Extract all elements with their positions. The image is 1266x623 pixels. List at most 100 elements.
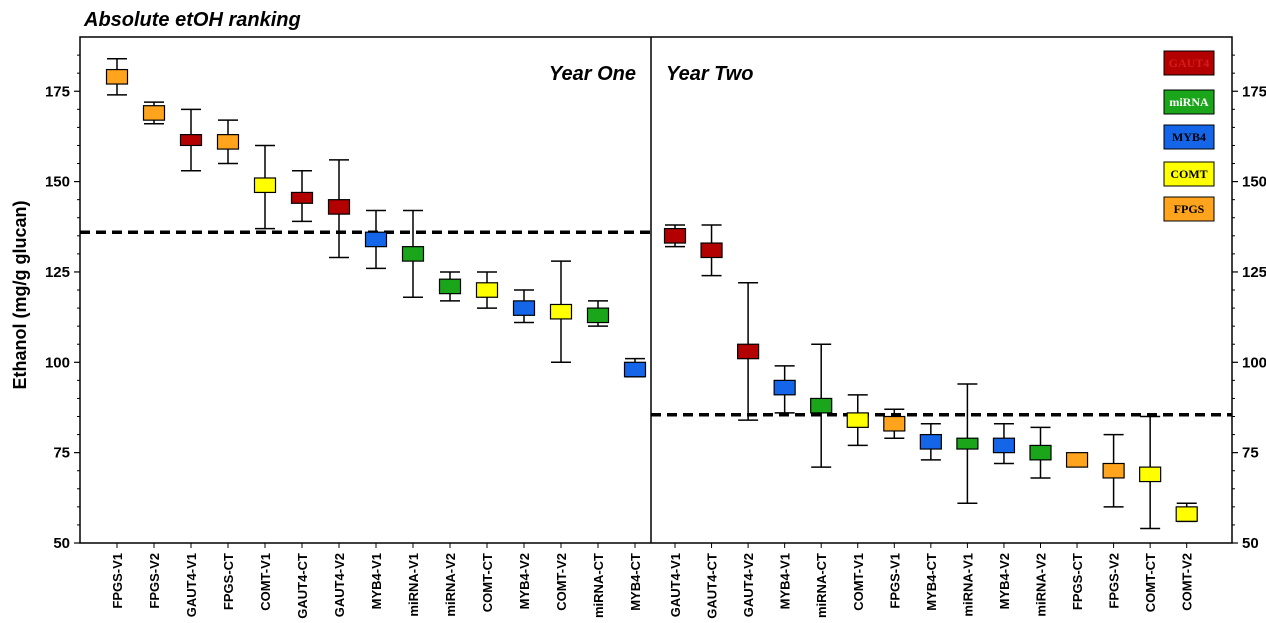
y-tick-label-right: 125: [1242, 264, 1266, 281]
legend-item-myb4: MYB4: [1163, 124, 1215, 150]
box-fpgs-v2: [142, 101, 166, 125]
box-body: [846, 412, 869, 428]
legend: GAUT4 miRNA MYB4 COMT FPGS: [1163, 50, 1215, 222]
x-tick-label: MYB4-V2: [517, 553, 532, 609]
box-body: [290, 191, 314, 204]
box-myb4-ct: [919, 422, 942, 461]
box-body: [142, 105, 166, 121]
x-tick-label: FPGS-V2: [1107, 553, 1122, 609]
box-gaut4-ct: [700, 224, 723, 277]
box-body: [700, 242, 723, 259]
legend-item-gaut4: GAUT4: [1163, 50, 1215, 76]
box-gaut4-v1: [179, 108, 203, 172]
box-body: [475, 282, 499, 298]
box-body: [364, 231, 388, 248]
box-body: [956, 437, 979, 450]
x-tick-label: GAUT4-V1: [184, 553, 199, 617]
box-body: [1139, 466, 1162, 483]
box-comt-v1: [846, 394, 869, 447]
box-body: [883, 415, 906, 432]
x-tick-label: FPGS-CT: [221, 553, 236, 610]
box-body: [512, 300, 536, 316]
legend-label: MYB4: [1172, 130, 1206, 144]
y-tick-label-right: 175: [1242, 83, 1266, 100]
x-tick-label: MYB4-V2: [997, 553, 1012, 609]
y-tick-label-left: 175: [45, 83, 70, 100]
legend-item-comt: COMT: [1163, 161, 1215, 187]
box-fpgs-v1: [883, 408, 906, 439]
legend-swatch: [1163, 124, 1215, 150]
legend-swatch: [1163, 196, 1215, 222]
legend-swatch: [1163, 89, 1215, 115]
box-body: [549, 303, 573, 320]
box-body: [253, 177, 277, 194]
x-tick-label: miRNA-V2: [1034, 553, 1049, 617]
y-tick-label-left: 75: [53, 445, 70, 462]
box-body: [105, 68, 129, 85]
box-gaut4-v1: [663, 224, 687, 248]
y-tick-label-left: 125: [45, 264, 70, 281]
x-tick-label: miRNA-V1: [960, 553, 975, 617]
x-tick-label: miRNA-V2: [443, 553, 458, 617]
x-tick-label: miRNA-CT: [591, 553, 606, 618]
x-tick-label: GAUT4-V2: [741, 553, 756, 617]
box-body: [1175, 506, 1198, 522]
box-body: [623, 361, 647, 378]
y-tick-label-right: 75: [1242, 445, 1259, 462]
x-tick-label: FPGS-V1: [887, 553, 902, 609]
box-comt-v2: [1175, 502, 1198, 523]
x-tick-label: MYB4-V1: [778, 553, 793, 609]
legend-item-fpgs: FPGS: [1163, 196, 1215, 222]
box-mirna-v1: [401, 209, 425, 298]
box-body: [216, 134, 240, 150]
x-tick-label: COMT-V1: [258, 553, 273, 611]
x-tick-label: GAUT4-V1: [668, 553, 683, 617]
y-tick-label-right: 150: [1242, 174, 1266, 191]
box-comt-ct: [475, 271, 499, 309]
box-body: [810, 397, 833, 414]
legend-item-mirna: miRNA: [1163, 89, 1215, 115]
x-tick-label: COMT-V1: [851, 553, 866, 611]
box-mirna-ct: [810, 343, 833, 468]
box-gaut4-v2: [327, 159, 351, 259]
legend-swatch: [1163, 161, 1215, 187]
legend-label: COMT: [1170, 167, 1207, 181]
y-axis-label: Ethanol (mg/g glucan): [10, 201, 30, 390]
chart-title: Absolute etOH ranking: [83, 9, 301, 31]
x-tick-label: GAUT4-CT: [705, 553, 720, 619]
panel-label: Year Two: [666, 63, 753, 85]
box-body: [1029, 444, 1052, 461]
x-tick-label: miRNA-V1: [406, 553, 421, 617]
x-tick-label: COMT-CT: [1143, 553, 1158, 612]
x-tick-label: MYB4-V1: [369, 553, 384, 609]
legend-label: miRNA: [1169, 95, 1209, 109]
y-tick-label-right: 100: [1242, 354, 1266, 371]
box-body: [736, 343, 760, 360]
panel-label: Year One: [549, 63, 636, 85]
legend-label: FPGS: [1174, 202, 1205, 216]
x-tick-label: GAUT4-V2: [332, 553, 347, 617]
box-mirna-ct: [586, 300, 610, 327]
box-body: [438, 278, 462, 295]
box-body: [919, 433, 942, 450]
box-comt-ct: [1139, 415, 1162, 530]
x-tick-label: miRNA-CT: [814, 553, 829, 618]
x-tick-label: MYB4-CT: [628, 553, 643, 611]
box-myb4-v2: [992, 422, 1016, 465]
box-fpgs-ct: [1065, 452, 1089, 468]
box-body: [401, 246, 425, 262]
box-myb4-v1: [364, 209, 388, 270]
box-body: [663, 227, 687, 244]
x-tick-label: FPGS-V1: [110, 553, 125, 609]
axis-layer: FPGS-V1 FPGS-V2 GAUT4-V1 FPGS-CT COMT-V1 GAUT…: [45, 54, 1266, 619]
y-tick-label-left: 50: [53, 535, 70, 552]
x-tick-label: FPGS-V2: [147, 553, 162, 609]
box-body: [1102, 462, 1125, 479]
box-mirna-v1: [956, 383, 979, 504]
x-tick-label: FPGS-CT: [1070, 553, 1085, 610]
x-tick-label: COMT-CT: [480, 553, 495, 612]
box-fpgs-ct: [216, 119, 240, 165]
box-fpgs-v2: [1102, 433, 1125, 508]
x-tick-label: GAUT4-CT: [295, 553, 310, 619]
